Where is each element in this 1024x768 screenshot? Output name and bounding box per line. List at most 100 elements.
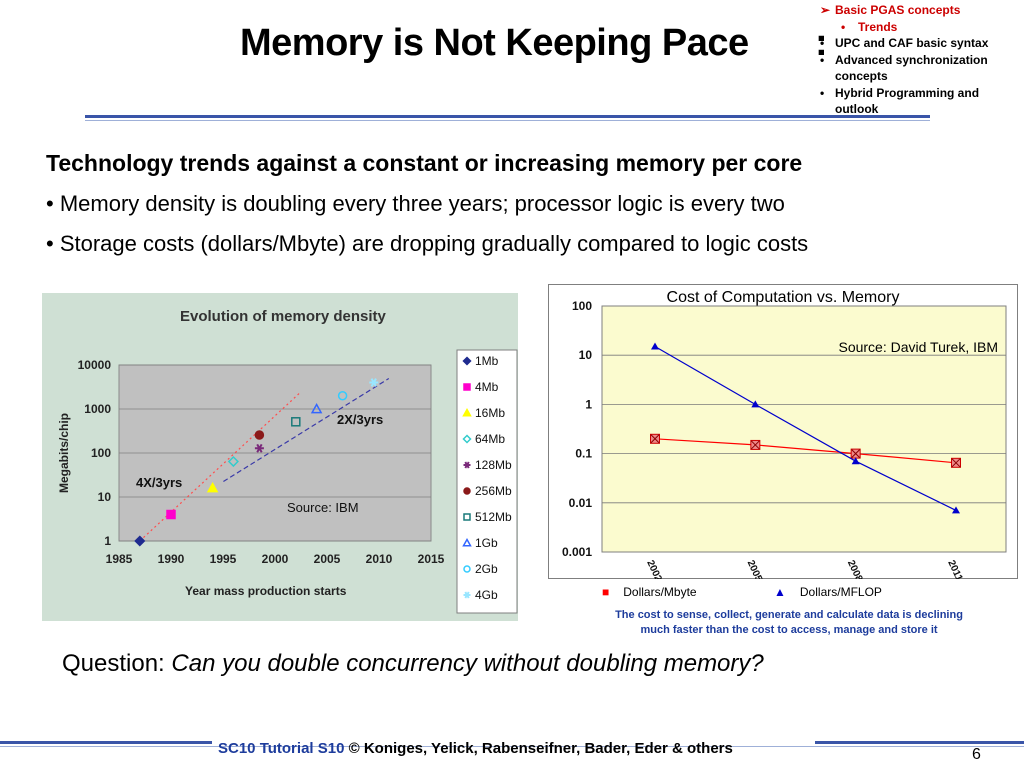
cost-chart-legend: ■ Dollars/Mbyte ▲ Dollars/MFLOP [598, 585, 1018, 605]
outline-marker: ➢ [820, 3, 831, 17]
data-point-128mb [254, 443, 264, 453]
y-tick-label: 100 [572, 299, 592, 313]
y-tick-label: 100 [91, 446, 111, 460]
header-rule [85, 115, 930, 118]
footer-rule-left [0, 741, 212, 744]
data-point-1gb [310, 402, 323, 414]
legend-label: 2Gb [475, 562, 498, 576]
x-tick-label: 2005 [314, 552, 341, 566]
outline-item: • Hybrid Programming and outlook [818, 85, 1024, 118]
outline-label: Hybrid Programming and outlook [835, 85, 980, 117]
question-label: Question: [62, 650, 172, 677]
outline-label: UPC and CAF basic syntax [835, 36, 989, 50]
outline-item: • Trends [818, 19, 1024, 36]
series-line-dollars-mbyte [654, 438, 957, 464]
outline-list: ➢ Basic PGAS concepts • Trends • UPC and CAF … [818, 2, 1024, 118]
outline-marker: • [820, 85, 825, 100]
legend-box [456, 349, 518, 614]
y-axis-label: Megabits/chip [57, 413, 71, 493]
outline-item: ➢ Basic PGAS concepts [818, 2, 1024, 19]
chart-title: Evolution of memory density [180, 308, 387, 325]
outline-item: • UPC and CAF basic syntax [818, 35, 1024, 52]
data-point-512mb [291, 417, 301, 427]
cost-chart-caption: The cost to sense, collect, generate and… [615, 609, 963, 636]
legend-marker [462, 537, 472, 547]
legend-marker [463, 383, 471, 391]
y-tick-label: 10 [98, 490, 112, 504]
legend-label: 64Mb [475, 432, 505, 446]
chart-title: Cost of Computation vs. Memory [667, 289, 900, 306]
blue-triangle-icon: ▲ [774, 585, 786, 599]
legend-marker [462, 434, 472, 444]
header-rule-thin [85, 120, 930, 121]
y-tick-label: 0.001 [562, 545, 592, 559]
data-point-256mb [254, 430, 265, 440]
footer-credit: SC10 Tutorial S10 © Koniges, Yelick, Rab… [218, 740, 733, 757]
data-point-dollars-mflop [952, 506, 960, 514]
legend-marker [463, 591, 471, 599]
y-tick-label: 10 [579, 348, 593, 362]
bullet-storage-costs: • Storage costs (dollars/Mbyte) are drop… [46, 231, 809, 256]
legend-marker [463, 487, 471, 495]
legend-label: 256Mb [475, 484, 512, 498]
legend-label: 512Mb [475, 510, 512, 524]
data-point-cross [750, 440, 760, 450]
outline-marker: • [820, 36, 825, 50]
chart-source: Source: IBM [287, 500, 359, 515]
legend-label: 1Gb [475, 536, 498, 550]
y-tick-label: 1 [104, 534, 111, 548]
data-point-dollars-mflop [651, 342, 659, 350]
legend-label: Dollars/Mbyte [623, 585, 697, 599]
x-axis-label: Year mass production starts [185, 584, 347, 598]
data-point-4mb [166, 509, 176, 520]
footer-authors: © Koniges, Yelick, Rabenseifner, Bader, … [344, 740, 733, 757]
data-point-64mb [227, 455, 239, 468]
question-line: Question: Can you double concurrency wit… [62, 650, 764, 678]
legend-label: 4Gb [475, 588, 498, 602]
data-point-16mb [206, 481, 219, 493]
annotation-2x: 2X/3yrs [337, 412, 383, 427]
legend-marker [463, 461, 471, 469]
data-point-dollars-mflop [751, 400, 760, 408]
question-text: Can you double concurrency without doubl… [171, 650, 764, 677]
title-colon: : [815, 22, 828, 64]
legend-item-dollars-mflop: ▲ Dollars/MFLOP [774, 585, 882, 599]
memory-density-chart: 1 10 100 1000 10000 1985 1990 1995 2000 2005 2010 2… [42, 293, 518, 621]
slide-title: Memory is Not Keeping Pace [240, 22, 749, 64]
x-tick-label: 1995 [210, 552, 237, 566]
y-tick-label: 1 [585, 397, 592, 411]
series-line-dollars-mflop [654, 345, 957, 511]
legend-item-dollars-mbyte: ■ Dollars/Mbyte [602, 585, 697, 599]
legend-label: 4Mb [475, 380, 499, 394]
legend-label: 16Mb [475, 406, 505, 420]
x-tick-label: 1990 [158, 552, 185, 566]
plot-area [601, 305, 1007, 553]
outline-marker: • [820, 52, 825, 67]
y-tick-label: 10000 [78, 358, 112, 372]
trend-line-2x [223, 378, 390, 483]
legend-marker [463, 565, 471, 573]
x-tick-label: 2015 [418, 552, 445, 566]
data-point-dollars-mflop [851, 457, 860, 465]
legend-marker [462, 407, 472, 417]
page-number: 6 [972, 746, 981, 763]
chart-source: Source: David Turek, IBM [838, 339, 998, 355]
outline-label: Advanced synchronization concepts [835, 52, 988, 84]
data-point-cross [650, 434, 660, 444]
red-square-icon: ■ [602, 585, 610, 599]
outline-marker: • [841, 19, 846, 34]
outline-label: Basic PGAS concepts [835, 3, 961, 17]
data-point-2gb [337, 391, 348, 401]
outline-item: • Advanced synchronization concepts [818, 52, 1024, 85]
footer-rule-right [815, 741, 1024, 744]
y-tick-label: 1000 [84, 402, 111, 416]
legend-marker [462, 356, 472, 366]
data-point-cross [851, 449, 861, 458]
footer-tutorial: SC10 Tutorial S10 [218, 740, 345, 757]
x-tick-label: 1985 [106, 552, 133, 566]
y-tick-label: 0.1 [575, 447, 592, 461]
annotation-4x: 4X/3yrs [136, 475, 182, 490]
bullet-memory-density: • Memory density is doubling every three… [46, 191, 785, 216]
x-tick-label: 2000 [262, 552, 289, 566]
